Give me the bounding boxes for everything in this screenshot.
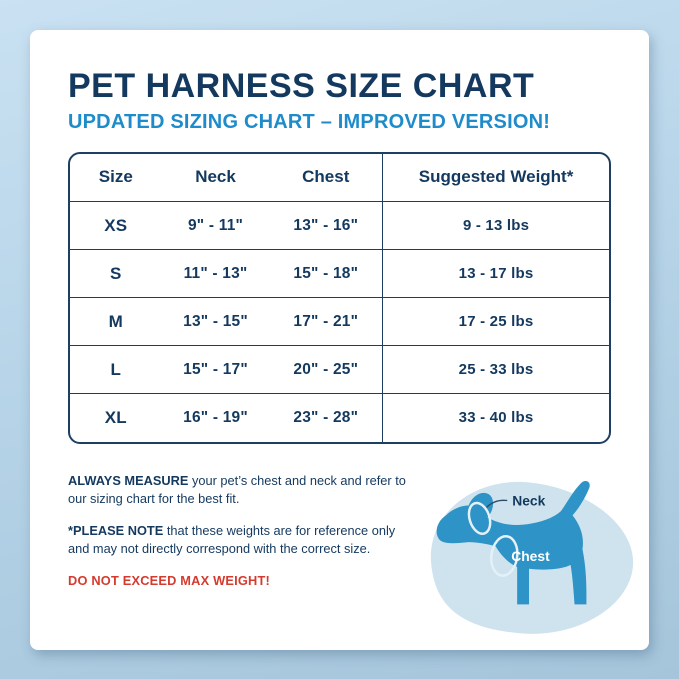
page-subtitle: UPDATED SIZING CHART – IMPROVED VERSION! — [68, 110, 551, 133]
neck-leader-line — [486, 499, 508, 508]
cell-size: L — [70, 345, 162, 394]
chest-ring — [490, 534, 519, 577]
size-chart-card: PET HARNESS SIZE CHART UPDATED SIZING CH… — [30, 30, 649, 650]
cell-chest: 17" - 21" — [269, 297, 383, 346]
cell-neck: 11" - 13" — [161, 249, 270, 298]
header-cell-weight: Suggested Weight* — [382, 153, 609, 202]
measure-note-text: your pet’s chest and neck and refer to o… — [68, 472, 406, 507]
page-title: PET HARNESS SIZE CHART — [68, 67, 535, 105]
cell-neck: 9" - 11" — [161, 201, 270, 250]
table-row: M 13" - 15" 17" - 21" 17 - 25 lbs — [70, 297, 609, 346]
bottom-section: ALWAYS MEASURE your pet’s chest and neck… — [68, 458, 634, 644]
table-row: S 11" - 13" 15" - 18" 13 - 17 lbs — [70, 249, 609, 298]
measure-note: ALWAYS MEASURE your pet’s chest and neck… — [68, 472, 416, 509]
header-cell-neck: Neck — [195, 167, 236, 187]
header-cell-size: Size — [98, 167, 133, 187]
chest-label: Chest — [511, 548, 550, 564]
cell-weight: 33 - 40 lbs — [382, 393, 609, 442]
neck-ring — [467, 501, 492, 535]
cell-chest: 20" - 25" — [269, 345, 383, 394]
size-table: Size Neck Chest Suggested Weight* XS 9" … — [70, 153, 609, 442]
cell-chest: 15" - 18" — [269, 249, 383, 298]
reference-note-text: that these weights are for reference onl… — [68, 522, 396, 557]
notes-block: ALWAYS MEASURE your pet’s chest and neck… — [68, 458, 416, 644]
header-cell-chest: Chest — [302, 167, 350, 187]
cell-size: S — [70, 249, 162, 298]
cell-neck: 16" - 19" — [161, 393, 270, 442]
cell-weight: 13 - 17 lbs — [382, 249, 609, 298]
table-row: XL 16" - 19" 23" - 28" 33 - 40 lbs — [70, 393, 609, 442]
cell-neck: 13" - 15" — [161, 297, 270, 346]
cell-weight: 9 - 13 lbs — [382, 201, 609, 250]
measure-note-bold: ALWAYS MEASURE — [68, 472, 189, 488]
max-weight-warning: DO NOT EXCEED MAX WEIGHT! — [68, 572, 270, 588]
cell-chest: 13" - 16" — [269, 201, 383, 250]
cell-size: M — [70, 297, 162, 346]
reference-note: *PLEASE NOTE that these weights are for … — [68, 522, 416, 559]
table-row: XS 9" - 11" 13" - 16" 9 - 13 lbs — [70, 201, 609, 250]
cell-neck: 15" - 17" — [161, 345, 270, 394]
reference-note-bold: *PLEASE NOTE — [68, 522, 164, 538]
cell-weight: 25 - 33 lbs — [382, 345, 609, 394]
dog-diagram-svg: Neck Chest — [430, 480, 634, 634]
cell-weight: 17 - 25 lbs — [382, 297, 609, 346]
table-row: L 15" - 17" 20" - 25" 25 - 33 lbs — [70, 345, 609, 394]
cell-chest: 23" - 28" — [269, 393, 383, 442]
dog-silhouette — [436, 480, 590, 605]
size-table-container: Size Neck Chest Suggested Weight* XS 9" … — [68, 151, 611, 444]
cell-size: XS — [70, 201, 162, 250]
table-header-row: Size Neck Chest Suggested Weight* — [70, 153, 609, 202]
cell-size: XL — [70, 393, 162, 442]
neck-label: Neck — [512, 492, 545, 508]
dog-measurement-diagram: Neck Chest — [416, 458, 648, 644]
